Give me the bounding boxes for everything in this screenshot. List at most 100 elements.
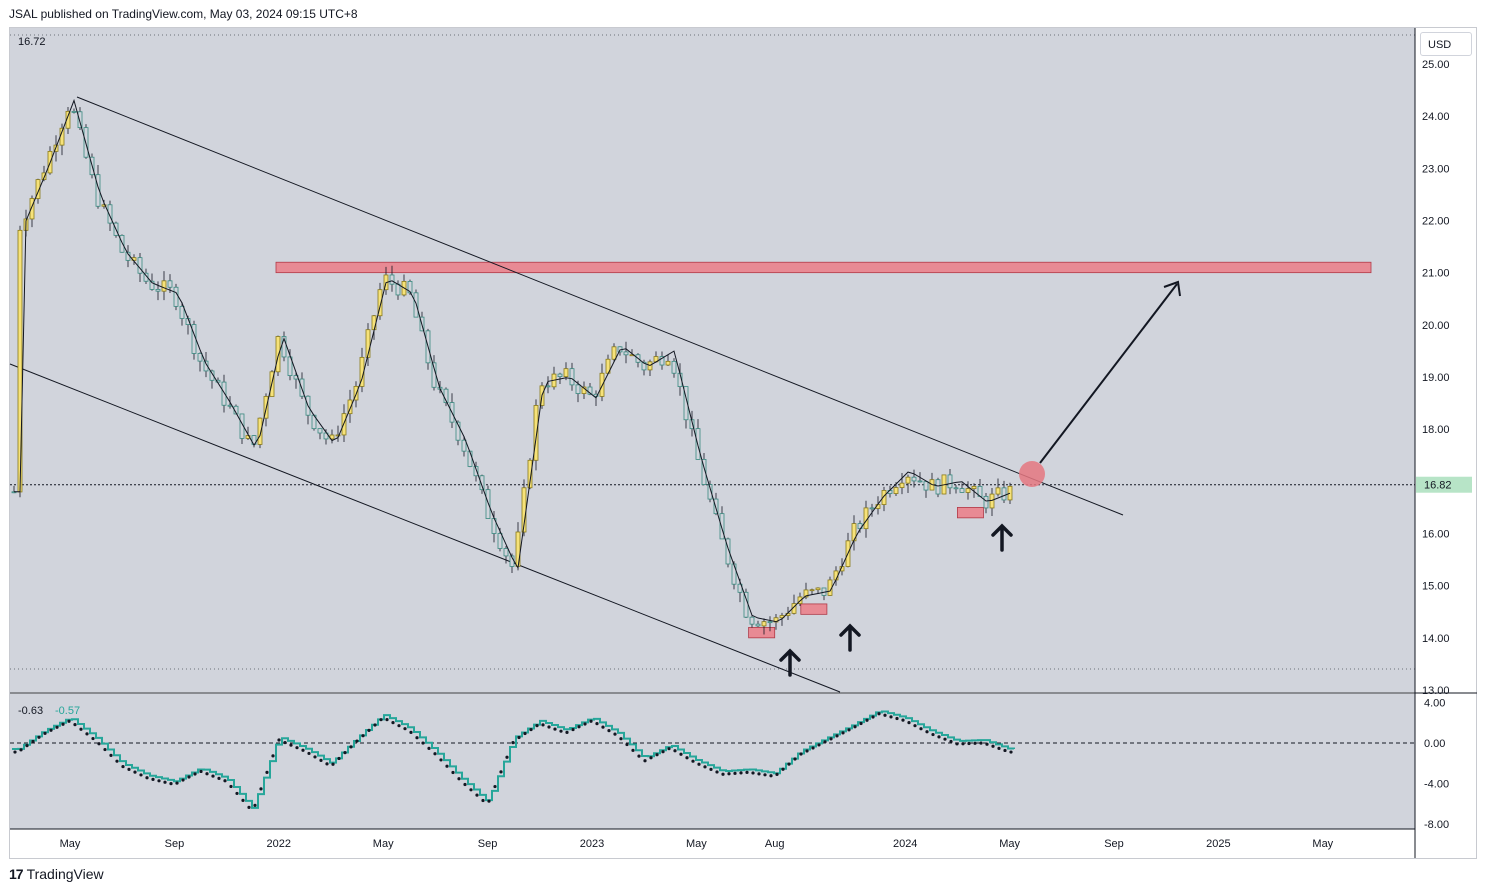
oscillator-dot bbox=[427, 746, 431, 750]
chart-frame bbox=[9, 27, 1477, 859]
candle bbox=[179, 305, 185, 319]
oscillator-dot bbox=[913, 724, 917, 728]
oscillator-dot bbox=[781, 767, 785, 771]
candle bbox=[77, 111, 83, 129]
oscillator-dot bbox=[109, 753, 113, 757]
time-tick-label: May bbox=[373, 838, 394, 850]
price-tick-label: 13.00 bbox=[1422, 685, 1450, 697]
oscillator-dot bbox=[907, 721, 911, 725]
resistance-zone bbox=[275, 261, 1372, 274]
candle bbox=[665, 360, 671, 366]
oscillator-dot bbox=[223, 779, 227, 783]
oscillator-dot bbox=[991, 744, 995, 748]
oscillator-dot bbox=[439, 758, 443, 762]
currency-selector[interactable]: USD bbox=[1420, 32, 1472, 56]
oscillator-dot bbox=[853, 725, 857, 729]
candle bbox=[803, 589, 809, 598]
oscillator-dot bbox=[607, 729, 611, 733]
oscillator-dot bbox=[523, 731, 527, 736]
oscillator-dot bbox=[121, 764, 125, 769]
candle bbox=[101, 204, 107, 207]
oscillator-dot bbox=[127, 767, 131, 771]
oscillator-dot bbox=[367, 728, 371, 732]
oscillator-dot bbox=[529, 727, 533, 732]
oscillator-dot bbox=[271, 754, 275, 758]
oscillator-dot bbox=[313, 755, 317, 759]
oscillator-dot bbox=[793, 757, 797, 761]
projection-arrow-head bbox=[1163, 280, 1181, 297]
footer-brand[interactable]: TradingView bbox=[26, 866, 104, 882]
up-arrow-icon bbox=[779, 648, 801, 677]
oscillator-dot bbox=[199, 769, 203, 774]
candle bbox=[683, 386, 689, 421]
candle bbox=[221, 381, 227, 406]
candle bbox=[281, 336, 287, 358]
oscillator-dot bbox=[811, 746, 815, 750]
candle bbox=[149, 280, 155, 290]
oscillator-dot bbox=[397, 724, 401, 728]
oscillator-dot bbox=[751, 771, 755, 775]
candle bbox=[899, 482, 905, 488]
oscillator-dot bbox=[553, 727, 557, 731]
oscillator-dot bbox=[601, 725, 605, 729]
candle bbox=[761, 621, 767, 627]
candle bbox=[935, 479, 941, 495]
candle bbox=[641, 361, 647, 371]
candle bbox=[575, 384, 581, 394]
oscillator-dot bbox=[997, 746, 1001, 750]
oscillator-dot bbox=[235, 791, 239, 796]
oscillator-dot bbox=[19, 748, 23, 752]
oscillator-dot bbox=[865, 718, 869, 722]
candle bbox=[671, 360, 677, 374]
oscillator-dot bbox=[289, 743, 293, 747]
oscillator-dot bbox=[769, 774, 773, 778]
candle bbox=[41, 172, 47, 181]
oscillator-dot bbox=[469, 788, 473, 792]
oscillator-dot bbox=[325, 762, 329, 766]
oscillator-dot bbox=[337, 756, 341, 761]
oscillator-dot bbox=[463, 782, 467, 787]
candle bbox=[947, 474, 953, 489]
price-tick-label: 22.00 bbox=[1422, 216, 1450, 228]
oscillator-dot bbox=[589, 719, 593, 723]
candle bbox=[275, 336, 281, 373]
oscillator-dot bbox=[775, 772, 779, 776]
candle bbox=[719, 513, 725, 540]
oscillator-dot bbox=[961, 742, 965, 746]
oscillator-tick-label: -8.00 bbox=[1424, 819, 1449, 831]
candle bbox=[155, 288, 161, 292]
candle bbox=[35, 179, 41, 199]
oscillator-dot bbox=[247, 805, 251, 809]
oscillator-dot bbox=[205, 772, 209, 776]
candle bbox=[119, 234, 125, 253]
candle bbox=[473, 466, 479, 477]
oscillator-dot bbox=[475, 793, 479, 797]
candle bbox=[65, 110, 71, 129]
oscillator-dot bbox=[457, 777, 461, 781]
oscillator-dot bbox=[625, 742, 629, 747]
oscillator-dot bbox=[859, 721, 863, 726]
oscillator-dot bbox=[169, 781, 173, 786]
candle bbox=[257, 417, 263, 445]
oscillator-tick-label: -4.00 bbox=[1424, 778, 1449, 790]
candle bbox=[809, 589, 815, 592]
candle bbox=[455, 421, 461, 441]
oscillator-dot bbox=[91, 736, 95, 741]
candle bbox=[197, 353, 203, 362]
oscillator-dot bbox=[85, 732, 89, 736]
oscillator-dot bbox=[211, 774, 215, 778]
tradingview-logo-icon[interactable]: 17 bbox=[9, 866, 24, 882]
price-tick-label: 16.00 bbox=[1422, 529, 1450, 541]
oscillator-dot bbox=[571, 727, 575, 732]
oscillator-dot bbox=[409, 730, 413, 734]
oscillator-dot bbox=[37, 735, 41, 739]
candle bbox=[287, 356, 293, 376]
candle bbox=[17, 229, 23, 493]
oscillator-dot bbox=[841, 731, 845, 735]
oscillator-dot bbox=[499, 770, 503, 774]
oscillator-dot bbox=[355, 739, 359, 743]
last-price-label: 16.82 bbox=[1424, 480, 1452, 492]
candle bbox=[389, 274, 395, 285]
target-circle bbox=[1019, 461, 1045, 487]
